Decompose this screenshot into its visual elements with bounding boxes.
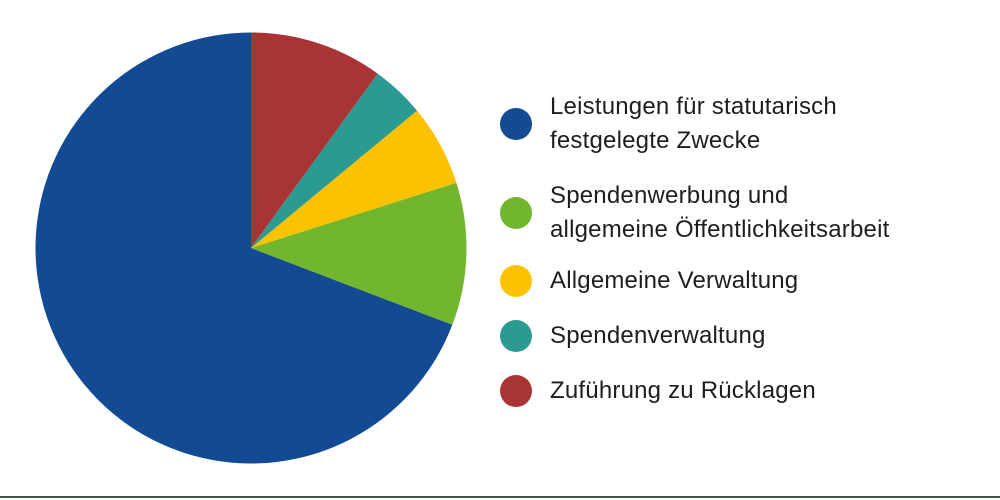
legend-label: Leistungen für statutarisch festgelegte … xyxy=(550,93,837,154)
legend-label: Zuführung zu Rücklagen xyxy=(550,377,816,404)
bottom-rule-divider xyxy=(0,496,1000,498)
legend-item: Allgemeine Verwaltung xyxy=(500,264,798,298)
pie-slice-0 xyxy=(35,32,453,464)
legend-item: Spendenwerbung und allgemeine Öffentlich… xyxy=(500,179,889,247)
legend-color-swatch-icon xyxy=(500,375,532,407)
pie-slice-2 xyxy=(251,110,457,248)
legend-color-swatch-icon xyxy=(500,108,532,140)
legend-color-swatch-icon xyxy=(500,265,532,297)
legend: Leistungen für statutarisch festgelegte … xyxy=(500,0,980,500)
pie-slice-1 xyxy=(251,182,467,325)
legend-label: Allgemeine Verwaltung xyxy=(550,267,799,294)
legend-item: Spendenverwaltung xyxy=(500,319,766,353)
pie-slice-4 xyxy=(251,32,378,248)
legend-item: Zuführung zu Rücklagen xyxy=(500,374,816,408)
legend-color-swatch-icon xyxy=(500,197,532,229)
pie-slice-3 xyxy=(251,73,418,248)
legend-label: Spendenverwaltung xyxy=(550,322,766,349)
legend-item: Leistungen für statutarisch festgelegte … xyxy=(500,90,837,158)
legend-color-swatch-icon xyxy=(500,320,532,352)
legend-label: Spendenwerbung und allgemeine Öffentlich… xyxy=(550,182,890,243)
